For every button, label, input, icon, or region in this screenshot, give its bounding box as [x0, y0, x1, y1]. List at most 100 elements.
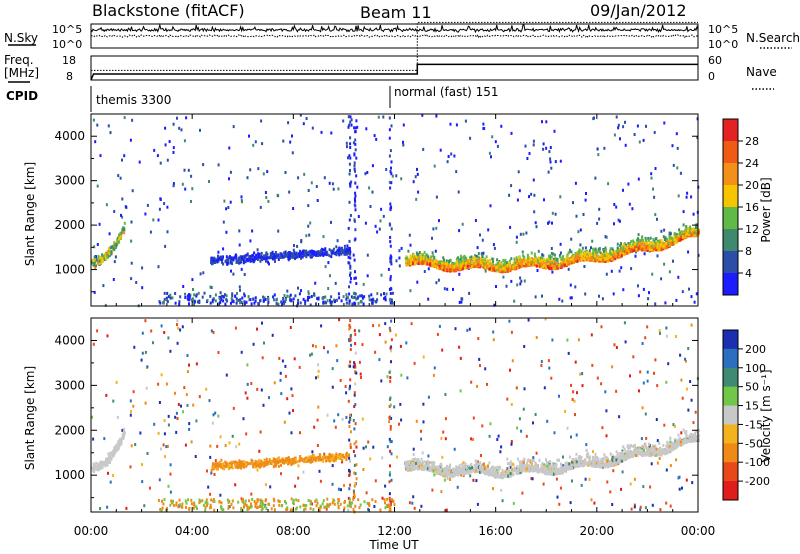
- range-time-cell: [480, 454, 482, 457]
- range-time-cell: [309, 507, 312, 511]
- range-time-cell: [422, 147, 425, 151]
- range-time-cell: [477, 252, 480, 255]
- range-time-cell: [666, 240, 669, 244]
- range-time-cell: [446, 477, 449, 480]
- range-time-cell: [477, 263, 479, 267]
- range-time-cell: [339, 379, 342, 382]
- range-time-cell: [458, 300, 461, 304]
- range-time-cell: [299, 113, 302, 117]
- range-time-cell: [349, 413, 352, 417]
- range-time-cell: [297, 499, 300, 503]
- range-time-cell: [509, 264, 511, 268]
- range-time-cell: [583, 251, 586, 255]
- range-time-cell: [199, 128, 201, 132]
- range-time-cell: [374, 479, 377, 483]
- range-time-cell: [571, 397, 574, 401]
- range-time-cell: [596, 221, 599, 225]
- range-time-cell: [354, 351, 357, 355]
- range-time-cell: [353, 164, 356, 168]
- range-time-cell: [438, 260, 440, 264]
- range-time-cell: [220, 505, 223, 509]
- range-time-cell: [256, 499, 259, 503]
- range-time-cell: [354, 194, 357, 198]
- range-time-cell: [357, 498, 360, 502]
- range-time-cell: [362, 468, 365, 471]
- range-time-cell: [644, 244, 647, 248]
- range-time-cell: [129, 465, 132, 469]
- range-time-cell: [549, 260, 552, 264]
- range-time-cell: [353, 161, 356, 165]
- range-time-cell: [435, 258, 438, 262]
- range-time-cell: [580, 254, 583, 258]
- range-time-cell: [238, 229, 241, 233]
- range-time-cell: [627, 242, 630, 245]
- range-time-cell: [574, 257, 577, 261]
- range-time-cell: [433, 473, 436, 477]
- range-time-cell: [330, 303, 333, 307]
- range-time-cell: [682, 235, 685, 239]
- range-time-cell: [240, 259, 243, 263]
- range-time-cell: [638, 239, 641, 243]
- range-time-cell: [123, 116, 126, 120]
- range-time-cell: [656, 246, 659, 250]
- range-time-cell: [513, 257, 516, 261]
- range-time-cell: [380, 207, 383, 211]
- range-time-cell: [520, 279, 523, 283]
- range-time-cell: [366, 253, 369, 257]
- range-time-cell: [495, 268, 498, 271]
- range-time-cell: [673, 424, 676, 428]
- range-time-cell: [236, 299, 239, 303]
- range-time-cell: [325, 507, 328, 511]
- range-time-cell: [384, 295, 387, 299]
- range-time-cell: [439, 263, 441, 266]
- range-time-cell: [516, 426, 519, 430]
- range-time-cell: [166, 158, 169, 162]
- range-time-cell: [376, 298, 379, 302]
- range-time-cell: [402, 140, 404, 144]
- range-time-cell: [312, 344, 314, 348]
- range-time-cell: [598, 249, 601, 253]
- range-time-cell: [445, 508, 448, 512]
- range-time-cell: [665, 380, 668, 384]
- range-time-cell: [644, 236, 647, 240]
- range-time-cell: [530, 258, 533, 262]
- range-time-cell: [578, 249, 581, 253]
- range-time-cell: [675, 298, 678, 302]
- range-time-cell: [431, 251, 434, 255]
- nave-ytick-bottom: 0: [708, 70, 715, 83]
- range-time-cell: [175, 411, 178, 415]
- range-time-cell: [244, 255, 247, 259]
- range-time-cell: [195, 505, 198, 509]
- range-time-cell: [656, 244, 659, 248]
- range-time-cell: [367, 440, 370, 444]
- range-time-cell: [619, 247, 622, 250]
- range-time-cell: [491, 261, 494, 265]
- range-time-cell: [359, 372, 362, 376]
- range-time-cell: [484, 263, 487, 267]
- range-time-cell: [498, 270, 501, 274]
- range-time-cell: [386, 445, 389, 449]
- range-time-cell: [222, 255, 224, 259]
- range-time-cell: [486, 264, 489, 268]
- range-time-cell: [432, 258, 435, 262]
- beam-label: Beam 11: [360, 3, 432, 22]
- range-time-cell: [560, 257, 563, 261]
- range-time-cell: [300, 240, 303, 244]
- range-time-cell: [579, 250, 582, 254]
- range-time-cell: [333, 502, 336, 506]
- range-time-cell: [118, 240, 121, 244]
- range-time-cell: [232, 406, 235, 410]
- range-time-cell: [451, 263, 454, 267]
- range-time-cell: [324, 248, 327, 252]
- range-time-cell: [632, 241, 635, 245]
- range-time-cell: [475, 479, 478, 483]
- range-time-cell: [157, 218, 160, 222]
- range-time-cell: [160, 508, 163, 512]
- range-time-cell: [449, 268, 451, 271]
- range-time-cell: [343, 252, 346, 256]
- range-time-cell: [512, 501, 515, 505]
- range-time-cell: [336, 359, 339, 363]
- range-time-cell: [431, 236, 433, 240]
- range-time-cell: [590, 253, 593, 257]
- range-time-cell: [153, 422, 156, 426]
